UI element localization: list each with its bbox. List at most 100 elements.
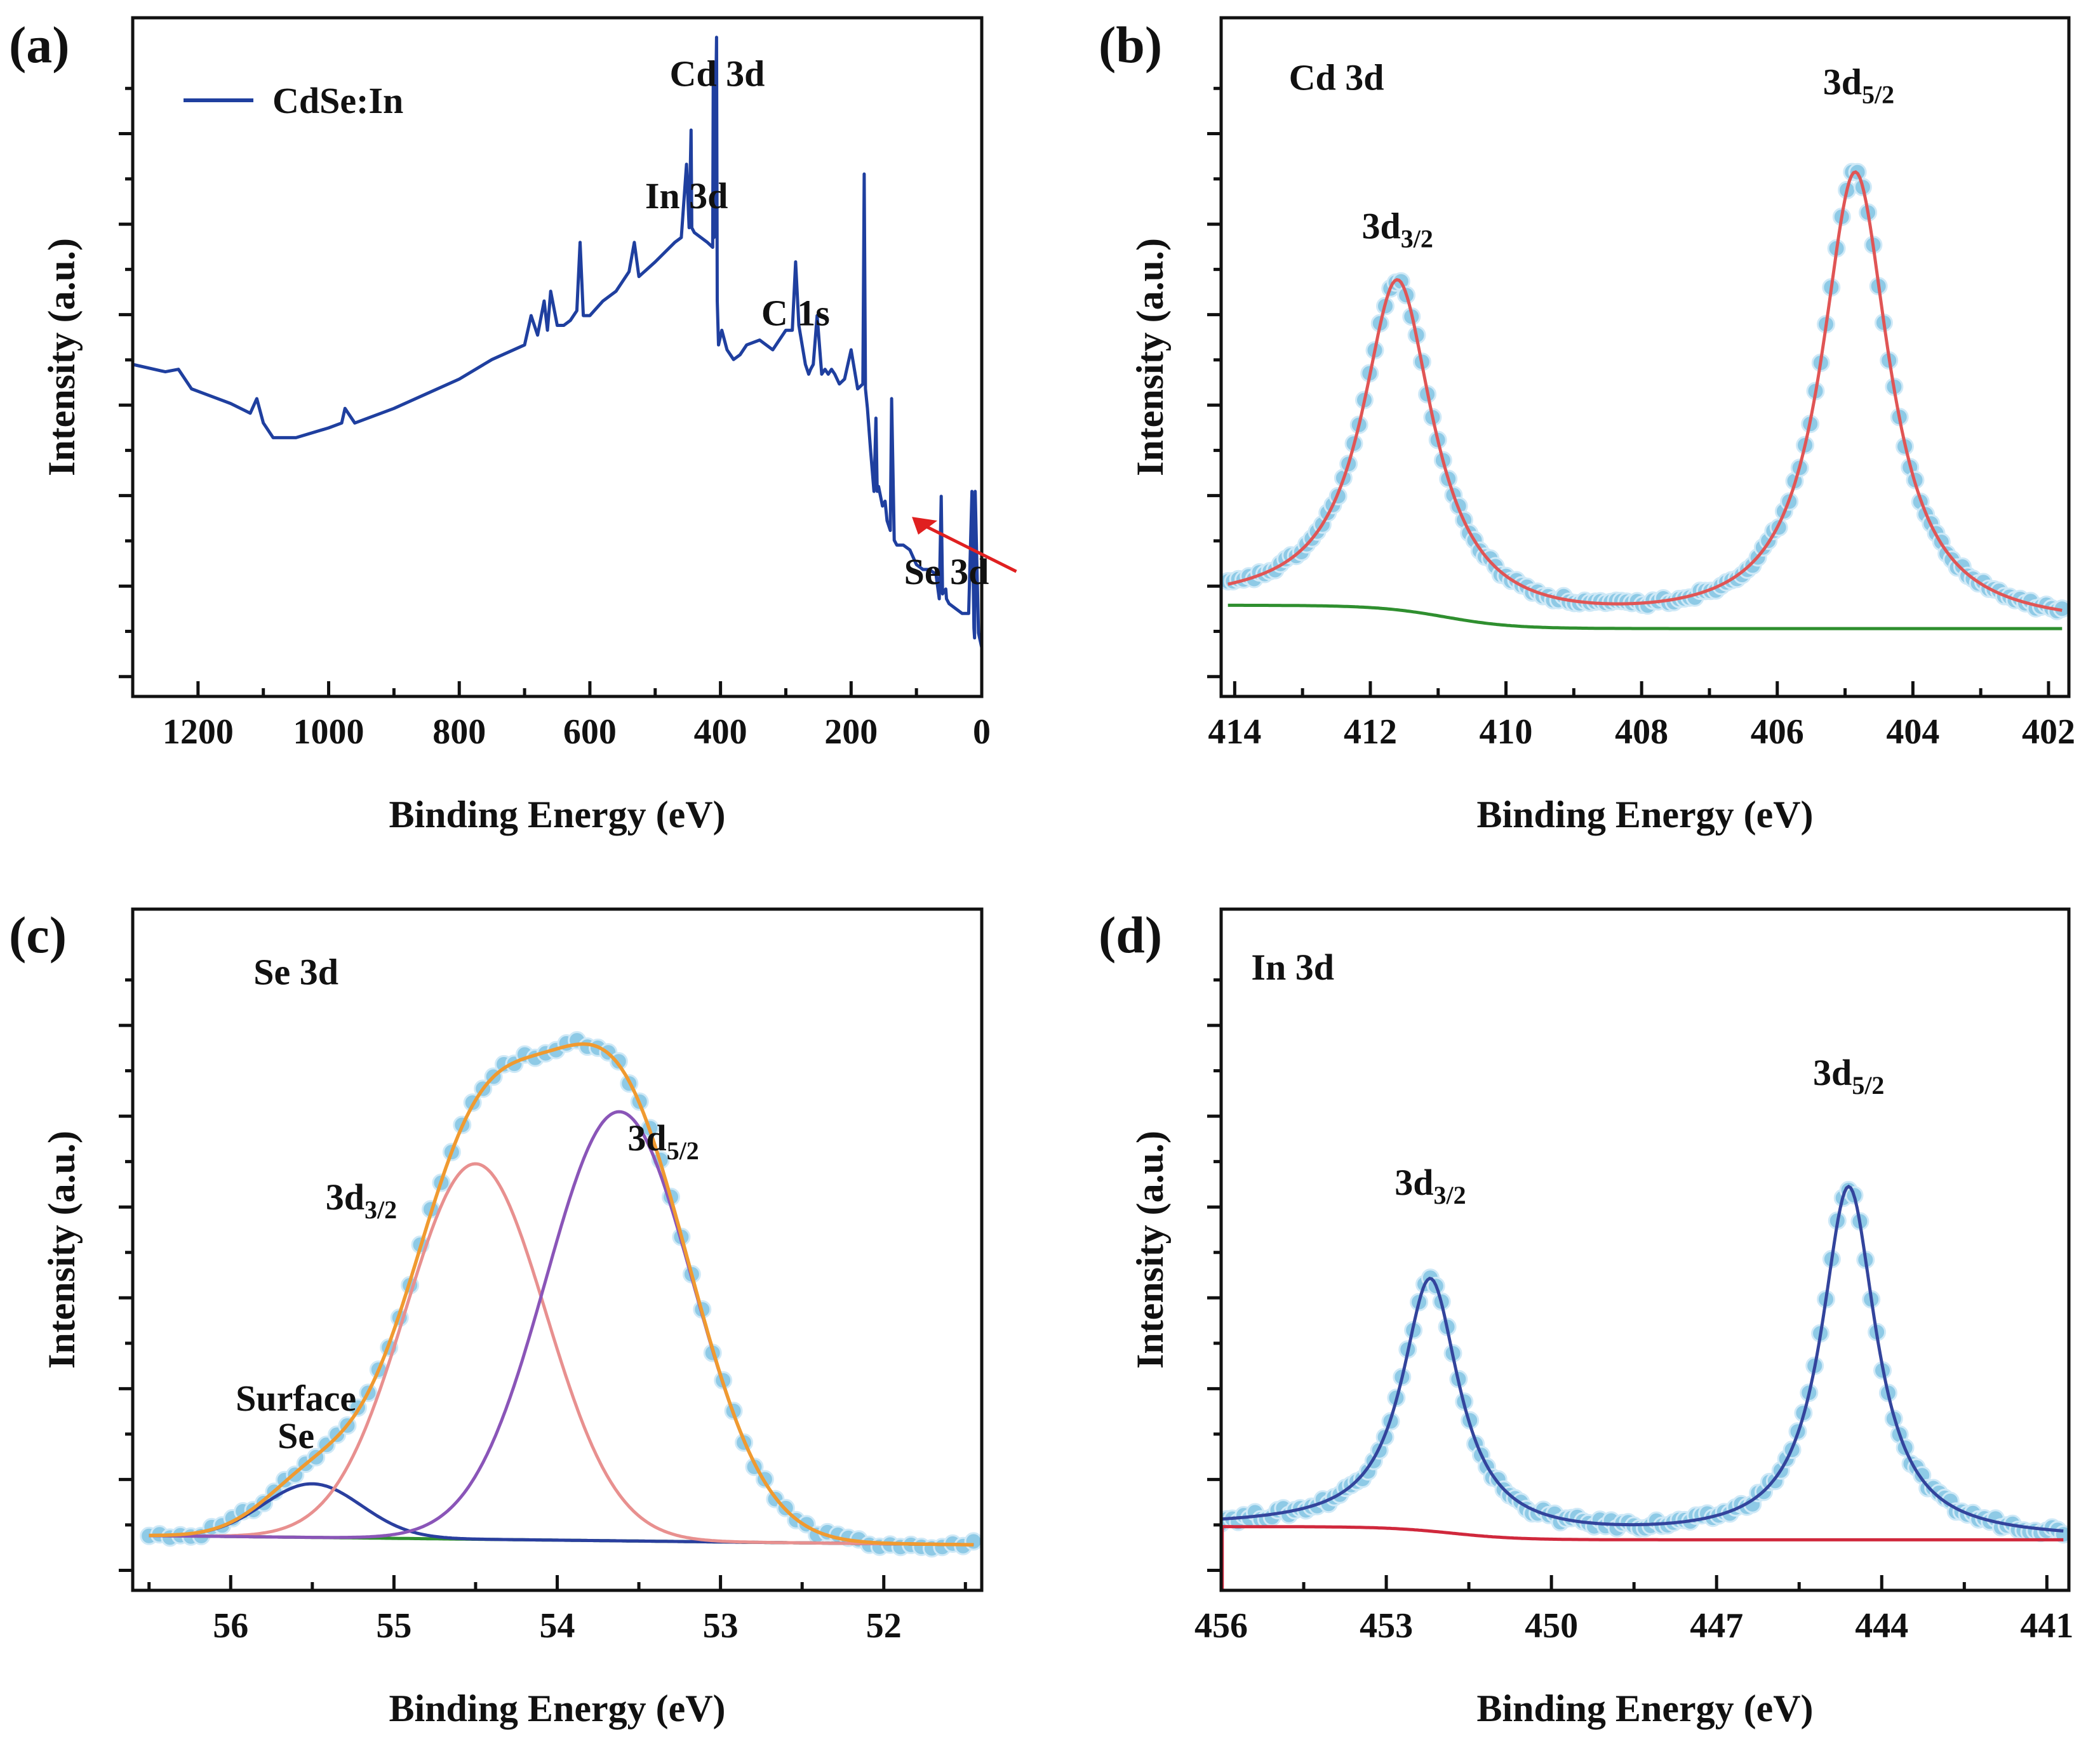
x-tick-label: 404	[1886, 712, 1939, 752]
peak-label-main: 3d	[1361, 205, 1400, 246]
peak-label-main: 3d	[1813, 1052, 1852, 1093]
peak-label: 3d3/2	[1394, 1162, 1466, 1209]
peak-label: 3d5/2	[1823, 61, 1894, 109]
peak-label: Se 3d	[253, 951, 338, 992]
panel-a: (a) 1200 1000 800 600 400 200 0 Binding Energy (…	[9, 16, 1017, 835]
x-tick-label: 444	[1855, 1606, 1908, 1646]
x-axis-title: Binding Energy (eV)	[1476, 1687, 1813, 1729]
peak-label: 3d3/2	[1361, 205, 1433, 253]
panel-c: (c) 56 55 54 53 52 Binding Energy (eV) Intensit…	[9, 906, 984, 1729]
data-points	[1221, 163, 2069, 620]
x-axis: 456 453 450 447 444 441 Binding Energy (eV)	[1194, 1575, 2073, 1729]
panel-letter: (a)	[9, 16, 70, 74]
x-axis: 56 55 54 53 52 Binding Energy (eV)	[147, 1575, 967, 1729]
x-tick-label: 408	[1615, 712, 1668, 752]
y-axis-title: Intensity (a.u.)	[41, 1131, 83, 1369]
peak-label-sub: 5/2	[1862, 80, 1894, 109]
plot-area	[1221, 1181, 2069, 1590]
x-tick-label: 402	[2022, 712, 2075, 752]
data-points	[1221, 1181, 2069, 1544]
peak-label: 3d3/2	[326, 1176, 397, 1224]
x-tick-label: 441	[2020, 1606, 2073, 1646]
x-tick-label: 52	[866, 1606, 902, 1646]
x-axis: 1200 1000 800 600 400 200 0 Binding Energy (eV)	[131, 681, 991, 835]
panel-letter: (d)	[1099, 906, 1162, 964]
peak-label-main: 3d	[1823, 61, 1862, 102]
background-line	[1227, 603, 2063, 630]
component-line	[149, 1110, 974, 1547]
peak-label-main: 3d	[1394, 1162, 1433, 1203]
x-tick-label: 412	[1344, 712, 1397, 752]
fit-line	[1221, 1184, 2064, 1533]
envelope-line	[149, 1042, 974, 1547]
annotation-arrow	[923, 524, 1017, 573]
background-line	[1221, 1525, 2064, 1541]
peak-label-sub: 5/2	[667, 1136, 699, 1165]
x-tick-label: 456	[1194, 1606, 1248, 1646]
plot-area	[140, 1031, 982, 1558]
legend-label: CdSe:In	[272, 80, 403, 121]
x-tick-label: 56	[213, 1606, 248, 1646]
peak-label-sub: 5/2	[1852, 1071, 1884, 1100]
legend: CdSe:In	[184, 80, 403, 121]
survey-line	[133, 36, 982, 648]
data-points	[140, 1031, 982, 1558]
x-tick-label: 400	[694, 712, 747, 752]
peak-label: 3d5/2	[627, 1117, 699, 1165]
peak-label: Se	[278, 1415, 314, 1456]
x-tick-label: 0	[973, 712, 991, 752]
y-axis: Intensity (a.u.)	[1129, 978, 1221, 1572]
peak-label-sub: 3/2	[364, 1195, 397, 1224]
x-tick-label: 55	[376, 1606, 411, 1646]
peak-label: Surface	[236, 1378, 356, 1419]
x-tick-label: 1200	[163, 712, 234, 752]
peak-label-sub: 3/2	[1433, 1181, 1466, 1209]
y-axis-title: Intensity (a.u.)	[1129, 238, 1171, 476]
x-tick-label: 414	[1208, 712, 1261, 752]
x-tick-label: 450	[1525, 1606, 1578, 1646]
peak-label-main: 3d	[627, 1117, 666, 1159]
peak-label-main: 3d	[326, 1176, 364, 1218]
peak-label: C 1s	[761, 293, 830, 334]
panel-letter: (b)	[1099, 16, 1162, 74]
x-tick-label: 453	[1360, 1606, 1413, 1646]
x-tick-label: 53	[703, 1606, 739, 1646]
peak-label: 3d5/2	[1813, 1052, 1884, 1100]
plot-area	[1221, 163, 2069, 630]
y-axis-title: Intensity (a.u.)	[1129, 1131, 1171, 1369]
x-axis-title: Binding Energy (eV)	[389, 1687, 725, 1729]
x-axis-title: Binding Energy (eV)	[389, 794, 725, 835]
x-tick-label: 800	[432, 712, 486, 752]
x-tick-label: 54	[540, 1606, 575, 1646]
peak-label: Cd 3d	[1289, 57, 1384, 98]
x-axis-title: Binding Energy (eV)	[1476, 794, 1813, 835]
x-tick-label: 200	[824, 712, 878, 752]
fit-line	[1227, 170, 2063, 612]
peak-label: Se 3d	[904, 551, 989, 592]
plot-frame	[1219, 907, 2071, 1592]
x-tick-label: 600	[563, 712, 617, 752]
plot-frame	[131, 16, 984, 698]
panel-letter: (c)	[9, 906, 67, 964]
peak-label-sub: 3/2	[1401, 224, 1433, 253]
peak-label: In 3d	[645, 175, 728, 216]
x-axis: 414 412 410 408 406 404 402 Binding Energy (eV)	[1208, 681, 2075, 835]
x-tick-label: 406	[1751, 712, 1804, 752]
panel-b: (b) 414 412 410 408 406 404 402 Binding Energy (…	[1099, 16, 2075, 835]
annotations: Cd 3d In 3d C 1s Se 3d	[645, 53, 1017, 592]
annotation-arrowhead	[912, 517, 938, 535]
x-tick-label: 410	[1480, 712, 1533, 752]
x-tick-label: 1000	[293, 712, 364, 752]
data-point	[964, 1532, 982, 1551]
plot-frame	[131, 907, 984, 1592]
y-axis: Intensity (a.u.)	[1129, 86, 1221, 679]
plot-area	[133, 36, 982, 648]
panel-d: (d) 456 453 450 447 444 441 Binding Energy (eV)…	[1099, 906, 2073, 1729]
plot-frame	[1219, 16, 2071, 698]
y-axis: Intensity (a.u.)	[41, 86, 133, 679]
component-line	[149, 1162, 974, 1547]
